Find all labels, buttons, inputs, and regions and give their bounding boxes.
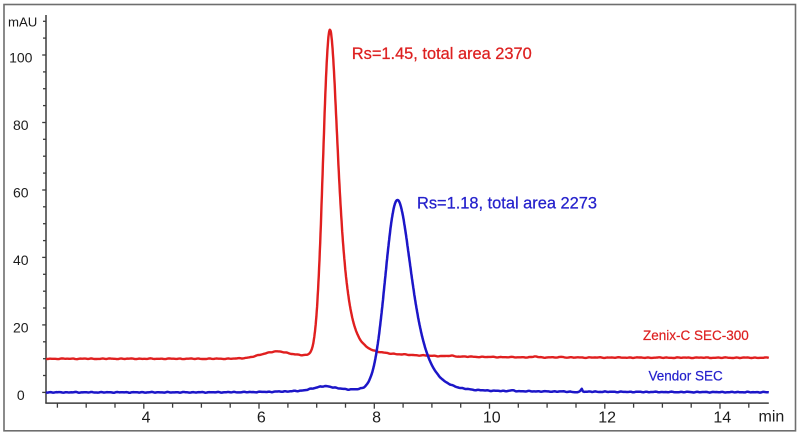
svg-text:4: 4 <box>142 410 151 427</box>
svg-text:Vendor SEC: Vendor SEC <box>649 369 724 384</box>
svg-text:Rs=1.45, total area 2370: Rs=1.45, total area 2370 <box>352 45 532 63</box>
svg-text:10: 10 <box>483 410 501 427</box>
svg-text:20: 20 <box>13 319 29 335</box>
svg-text:6: 6 <box>257 410 266 427</box>
svg-text:min: min <box>759 409 785 426</box>
svg-text:mAU: mAU <box>8 14 37 29</box>
svg-text:12: 12 <box>598 410 616 427</box>
svg-text:Zenix-C SEC-300: Zenix-C SEC-300 <box>643 328 749 343</box>
svg-text:80: 80 <box>13 117 29 133</box>
svg-text:60: 60 <box>13 185 29 201</box>
svg-text:40: 40 <box>13 252 29 268</box>
svg-text:0: 0 <box>17 387 25 403</box>
svg-text:100: 100 <box>9 50 33 66</box>
svg-text:14: 14 <box>713 410 731 427</box>
svg-text:Rs=1.18, total area 2273: Rs=1.18, total area 2273 <box>417 194 597 212</box>
svg-text:8: 8 <box>372 410 381 427</box>
